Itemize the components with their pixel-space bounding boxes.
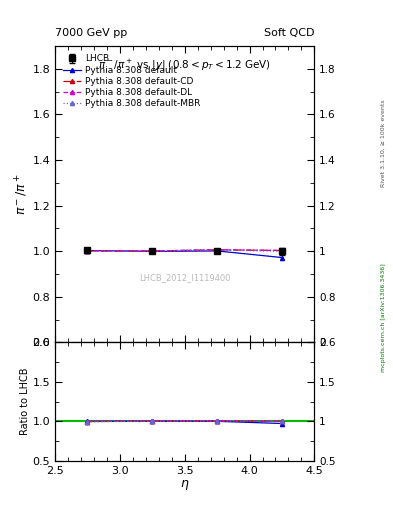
Pythia 8.308 default <box>85 247 90 253</box>
Text: Rivet 3.1.10, ≥ 100k events: Rivet 3.1.10, ≥ 100k events <box>381 99 386 187</box>
Pythia 8.308 default-CD <box>150 248 154 254</box>
Pythia 8.308 default-DL <box>85 248 90 254</box>
Line: Pythia 8.308 default-CD: Pythia 8.308 default-CD <box>85 248 284 253</box>
Pythia 8.308 default-CD <box>85 248 90 254</box>
Text: 7000 GeV pp: 7000 GeV pp <box>55 28 127 38</box>
Pythia 8.308 default-MBR <box>280 248 285 254</box>
Pythia 8.308 default-DL <box>215 247 219 253</box>
Text: LHCB_2012_I1119400: LHCB_2012_I1119400 <box>139 272 230 282</box>
Pythia 8.308 default <box>280 254 285 261</box>
Pythia 8.308 default <box>215 248 219 254</box>
Pythia 8.308 default <box>150 248 154 254</box>
Y-axis label: $\pi^-/\pi^+$: $\pi^-/\pi^+$ <box>13 174 29 215</box>
Text: mcplots.cern.ch [arXiv:1306.3436]: mcplots.cern.ch [arXiv:1306.3436] <box>381 263 386 372</box>
X-axis label: $\eta$: $\eta$ <box>180 478 189 493</box>
Y-axis label: Ratio to LHCB: Ratio to LHCB <box>20 368 29 435</box>
Pythia 8.308 default-DL <box>280 247 285 253</box>
Pythia 8.308 default-DL <box>150 248 154 254</box>
Line: Pythia 8.308 default: Pythia 8.308 default <box>85 248 284 260</box>
Pythia 8.308 default-MBR <box>85 248 90 254</box>
Pythia 8.308 default-CD <box>215 247 219 253</box>
Pythia 8.308 default-MBR <box>150 248 154 254</box>
Pythia 8.308 default-CD <box>280 247 285 253</box>
Pythia 8.308 default-MBR <box>215 247 219 253</box>
Text: Soft QCD: Soft QCD <box>264 28 314 38</box>
Line: Pythia 8.308 default-MBR: Pythia 8.308 default-MBR <box>85 248 284 253</box>
Legend: LHCB, Pythia 8.308 default, Pythia 8.308 default-CD, Pythia 8.308 default-DL, Py: LHCB, Pythia 8.308 default, Pythia 8.308… <box>59 51 204 112</box>
Text: $\pi^-/\pi^+$ vs $|y|$ $(0.8 < p_T < 1.2$ GeV): $\pi^-/\pi^+$ vs $|y|$ $(0.8 < p_T < 1.2… <box>98 58 271 73</box>
Line: Pythia 8.308 default-DL: Pythia 8.308 default-DL <box>85 248 284 253</box>
